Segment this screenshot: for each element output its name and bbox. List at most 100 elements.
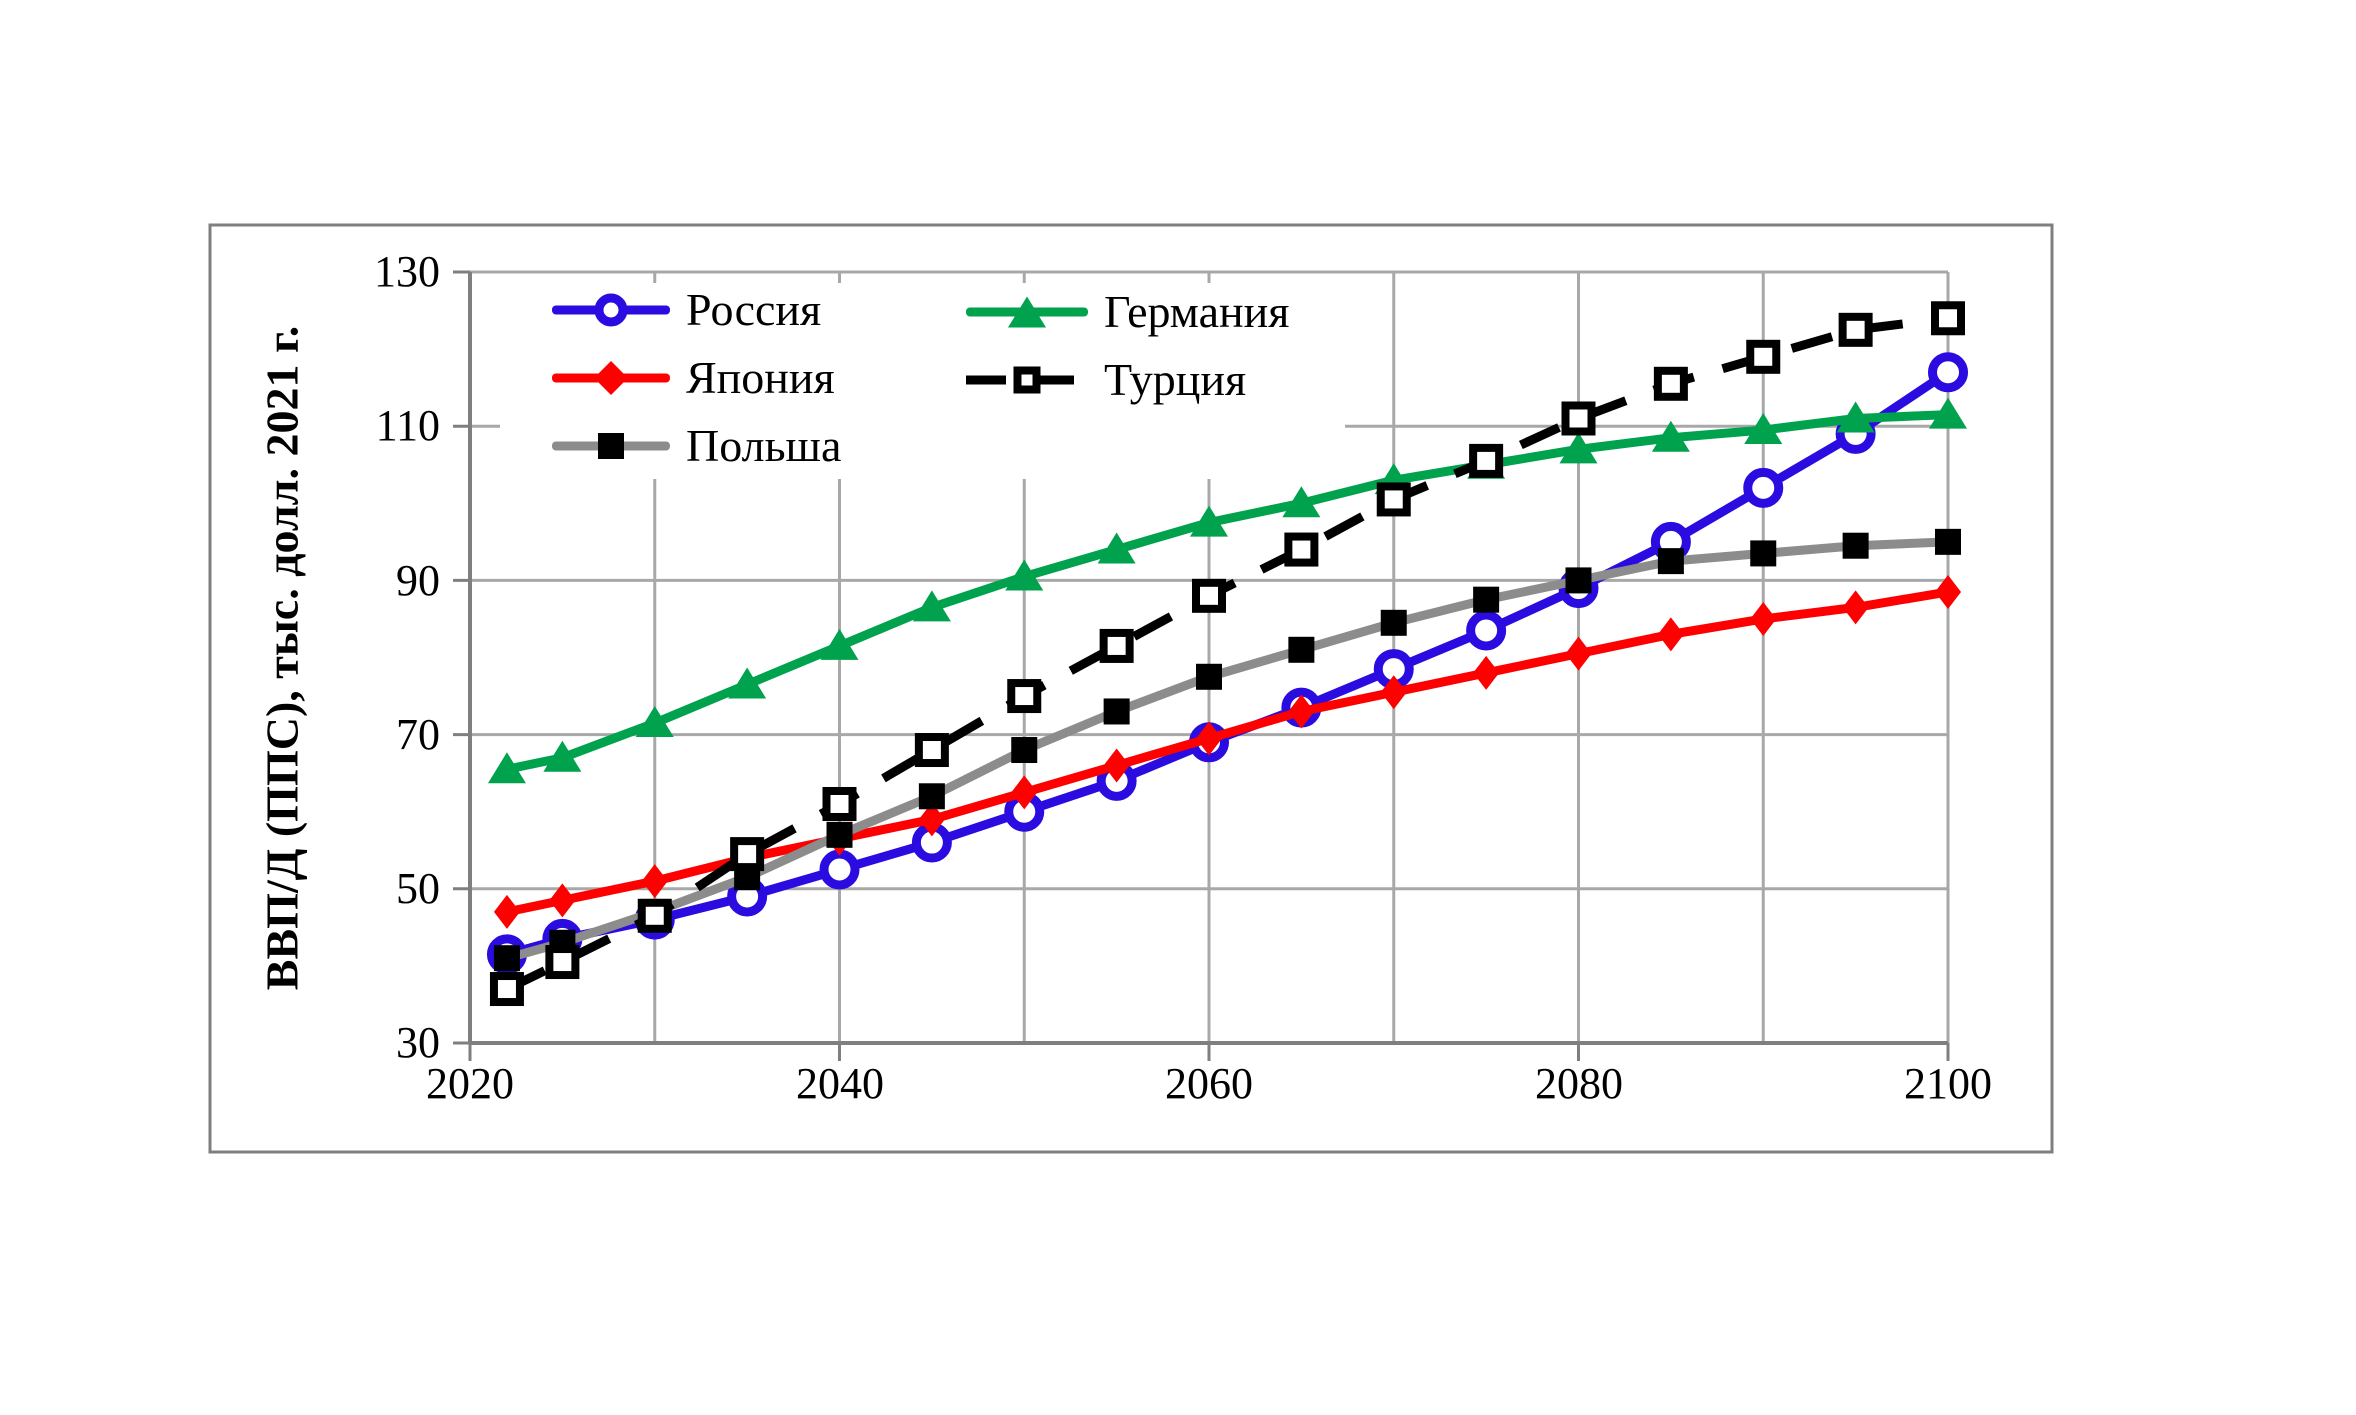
japan-line-swatch — [552, 353, 670, 403]
marker-japan — [1750, 601, 1777, 636]
marker-japan — [1196, 721, 1222, 756]
russia-line-swatch — [552, 285, 670, 335]
marker-russia — [819, 849, 860, 890]
marker-russia — [1928, 352, 1968, 393]
marker-poland — [1473, 586, 1500, 613]
y-tick-label: 110 — [375, 401, 440, 450]
marker-japan — [1565, 636, 1592, 671]
marker-germany — [1929, 397, 1967, 429]
marker-germany — [1836, 401, 1875, 433]
marker-japan — [1288, 694, 1315, 729]
marker-germany — [1097, 532, 1136, 564]
marker-japan — [1473, 655, 1500, 690]
marker-poland — [1103, 698, 1130, 725]
marker-turkey — [1192, 578, 1226, 613]
legend-label-russia: Россия — [686, 284, 822, 335]
y-tick-label: 50 — [396, 864, 440, 913]
marker-poland — [1196, 663, 1222, 690]
marker-poland — [1011, 737, 1038, 764]
marker-japan — [1011, 775, 1038, 810]
series-line-poland — [505, 537, 1949, 963]
marker-poland — [1842, 532, 1869, 559]
turkey-line-swatch — [966, 355, 1088, 405]
poland-square-marker-icon — [598, 433, 624, 459]
marker-japan — [1842, 590, 1869, 625]
poland-line-swatch — [552, 421, 670, 471]
marker-turkey — [1007, 679, 1042, 714]
series-line-japan — [506, 587, 1949, 917]
marker-turkey — [1469, 443, 1504, 478]
figure-border — [208, 223, 2054, 1154]
x-tick-label: 2040 — [796, 1059, 884, 1108]
marker-poland — [826, 821, 853, 848]
legend-item-poland: Польша — [552, 421, 841, 471]
marker-germany — [487, 752, 526, 784]
marker-japan — [549, 883, 576, 918]
russia-open-circle-marker-icon — [594, 293, 628, 327]
marker-germany — [543, 740, 582, 772]
marker-japan — [1103, 748, 1130, 783]
marker-turkey — [1653, 366, 1688, 401]
x-tick-label: 2100 — [1904, 1059, 1992, 1108]
y-tick-label: 90 — [396, 556, 440, 605]
x-tick-label: 2020 — [426, 1059, 514, 1108]
marker-germany — [912, 590, 951, 622]
marker-japan — [641, 864, 668, 899]
marker-turkey — [730, 837, 765, 872]
marker-japan — [1935, 574, 1961, 609]
marker-japan — [1657, 617, 1684, 652]
marker-germany — [1005, 559, 1044, 591]
marker-turkey — [914, 733, 949, 768]
germany-line-swatch — [966, 287, 1088, 337]
marker-turkey — [1376, 482, 1411, 517]
y-tick-label: 30 — [396, 1018, 440, 1067]
marker-poland — [1935, 528, 1961, 555]
legend-item-japan: Япония — [552, 353, 835, 403]
marker-poland — [1288, 636, 1315, 663]
legend-item-russia: Россия — [552, 285, 821, 335]
marker-turkey — [1561, 401, 1596, 436]
marker-poland — [493, 945, 520, 972]
marker-germany — [635, 706, 674, 738]
marker-turkey — [1284, 532, 1319, 567]
marker-japan — [493, 894, 520, 929]
marker-poland — [918, 783, 945, 810]
y-tick-label: 130 — [374, 247, 440, 296]
marker-turkey — [489, 972, 524, 1007]
marker-turkey — [1099, 628, 1134, 663]
y-tick-label: 70 — [396, 710, 440, 759]
x-tick-label: 2060 — [1165, 1059, 1253, 1108]
marker-germany — [1190, 505, 1228, 537]
marker-poland — [1657, 548, 1684, 575]
legend-item-turkey: Турция — [966, 355, 1246, 405]
japan-diamond-marker-icon — [594, 361, 628, 395]
marker-japan — [918, 802, 945, 837]
x-tick-label: 2080 — [1535, 1059, 1623, 1108]
marker-turkey — [1838, 312, 1873, 347]
legend-label-germany: Германия — [1104, 286, 1290, 337]
marker-russia — [1466, 610, 1507, 651]
legend-item-germany: Германия — [966, 287, 1289, 337]
legend-label-turkey: Турция — [1104, 354, 1247, 405]
marker-turkey — [1746, 339, 1781, 374]
turkey-open-square-marker-icon — [1013, 366, 1041, 394]
marker-poland — [1565, 567, 1592, 594]
marker-germany — [1651, 420, 1690, 452]
marker-germany — [820, 628, 859, 660]
marker-japan — [1380, 675, 1407, 710]
marker-germany — [1744, 413, 1783, 445]
marker-turkey — [545, 945, 580, 980]
marker-turkey — [1931, 301, 1965, 336]
marker-germany — [1282, 486, 1321, 518]
legend-label-poland: Польша — [686, 420, 842, 471]
marker-germany — [728, 667, 767, 699]
germany-triangle-marker-icon — [1008, 296, 1046, 328]
marker-turkey — [637, 898, 672, 933]
marker-germany — [1559, 432, 1598, 464]
marker-turkey — [822, 786, 857, 821]
marker-russia — [1743, 467, 1784, 508]
marker-poland — [1750, 540, 1777, 567]
legend-label-japan: Япония — [686, 352, 835, 403]
